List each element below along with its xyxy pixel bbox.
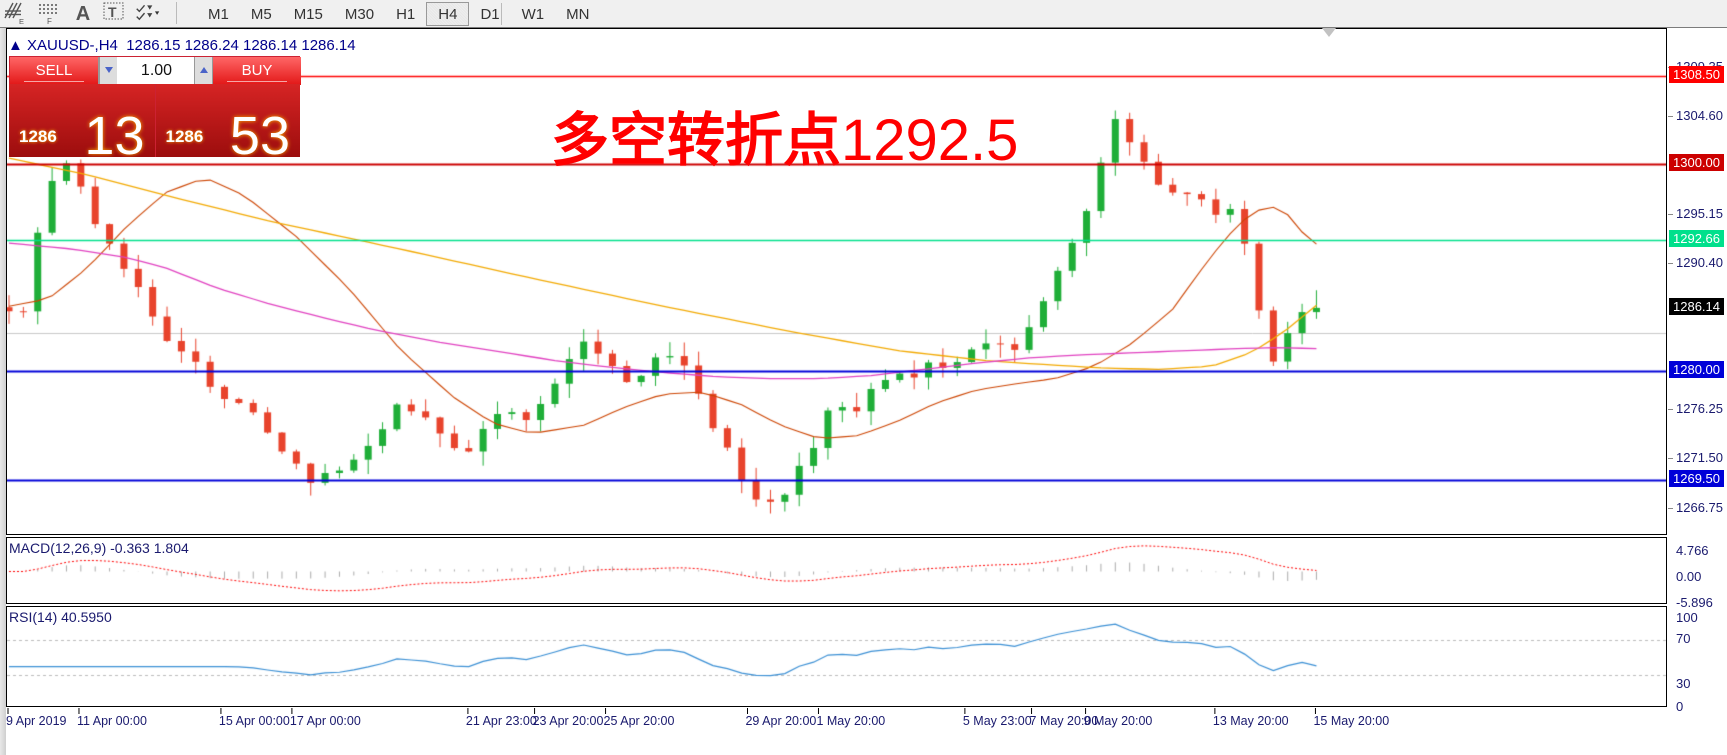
- svg-text:E: E: [19, 17, 24, 26]
- svg-text:F: F: [47, 17, 52, 26]
- svg-text:T: T: [108, 4, 117, 20]
